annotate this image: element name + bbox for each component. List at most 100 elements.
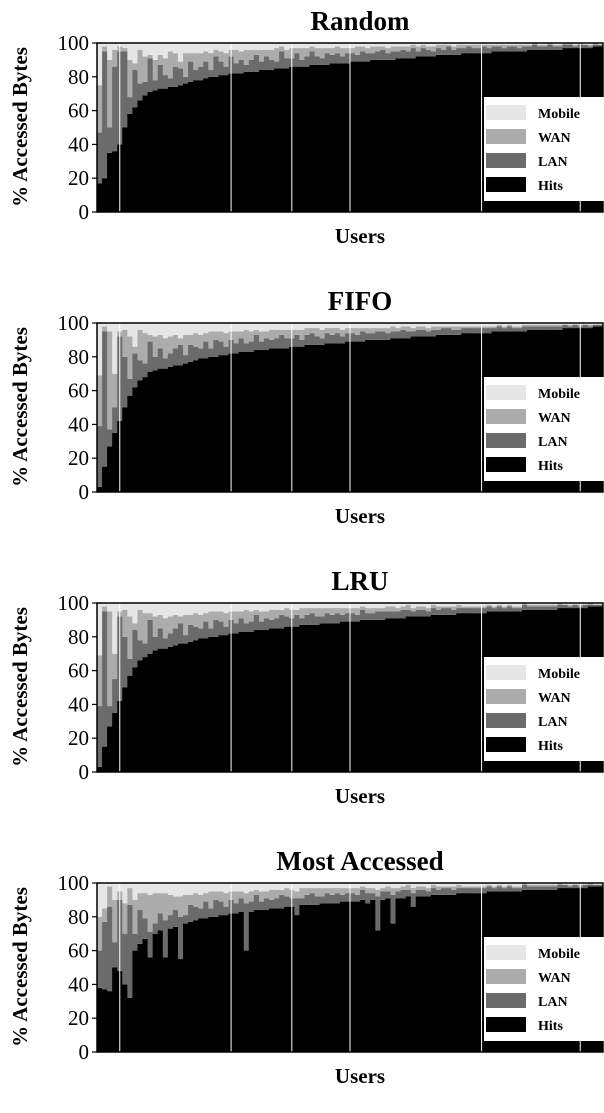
bar-segment-wan bbox=[309, 888, 315, 894]
bar-segment-hits bbox=[294, 66, 300, 212]
bar-segment-lan bbox=[122, 356, 128, 408]
bar-segment-mobile bbox=[309, 323, 315, 329]
bar-segment-lan bbox=[97, 132, 103, 184]
bar-segment-lan bbox=[127, 658, 133, 676]
bar-segment-lan bbox=[451, 49, 457, 55]
bar-segment-lan bbox=[597, 44, 604, 47]
bar-segment-mobile bbox=[436, 603, 442, 607]
bar-segment-wan bbox=[314, 608, 321, 617]
bar-segment-lan bbox=[137, 910, 143, 944]
bar-segment-wan bbox=[557, 603, 563, 605]
bar-segment-hits bbox=[350, 341, 356, 492]
bar-segment-lan bbox=[532, 326, 538, 330]
bar-segment-wan bbox=[385, 606, 391, 612]
bar-segment-mobile bbox=[375, 43, 381, 47]
bar-segment-mobile bbox=[567, 603, 574, 605]
bar-segment-wan bbox=[567, 324, 574, 327]
bar-segment-mobile bbox=[243, 323, 250, 330]
bar-segment-wan bbox=[425, 328, 432, 332]
bar-segment-lan bbox=[527, 46, 533, 50]
bar-segment-lan bbox=[527, 606, 533, 610]
bar-segment-mobile bbox=[436, 323, 442, 327]
bar-segment-mobile bbox=[248, 43, 255, 50]
bar-segment-mobile bbox=[562, 323, 568, 325]
bar-segment-hits bbox=[446, 54, 452, 212]
bar-segment-hits bbox=[380, 339, 386, 492]
bar-segment-wan bbox=[420, 44, 427, 49]
bar-segment-wan bbox=[395, 46, 401, 52]
bar-segment-lan bbox=[415, 51, 422, 57]
bar-segment-lan bbox=[350, 893, 356, 902]
bar-segment-lan bbox=[132, 353, 138, 388]
bar-segment-wan bbox=[263, 891, 270, 899]
bar-segment-lan bbox=[258, 341, 265, 351]
bar-segment-lan bbox=[516, 888, 523, 892]
bar-segment-mobile bbox=[137, 323, 143, 330]
bar-segment-mobile bbox=[446, 883, 452, 887]
bar-segment-mobile bbox=[198, 43, 204, 54]
bar-segment-wan bbox=[410, 888, 417, 894]
bar-segment-wan bbox=[481, 886, 488, 889]
bar-segment-mobile bbox=[476, 323, 482, 327]
bar-segment-wan bbox=[122, 609, 128, 637]
bar-segment-wan bbox=[294, 891, 300, 899]
bar-segment-hits bbox=[360, 341, 366, 492]
bar-segment-wan bbox=[193, 53, 199, 71]
bar-segment-mobile bbox=[112, 43, 118, 50]
bar-segment-hits bbox=[375, 619, 381, 772]
bar-segment-lan bbox=[198, 908, 204, 919]
bar-segment-lan bbox=[127, 904, 133, 998]
bar-segment-lan bbox=[405, 51, 412, 59]
bar-segment-wan bbox=[496, 44, 503, 47]
bar-segment-mobile bbox=[162, 43, 169, 59]
bar-segment-lan bbox=[587, 46, 594, 49]
bar-segment-mobile bbox=[213, 43, 219, 50]
bar-segment-lan bbox=[339, 56, 346, 64]
bar-segment-mobile bbox=[527, 43, 533, 45]
bar-segment-lan bbox=[299, 59, 305, 67]
bar-segment-mobile bbox=[253, 43, 260, 50]
bar-segment-wan bbox=[511, 326, 518, 329]
bar-segment-mobile bbox=[501, 883, 508, 887]
bar-segment-hits bbox=[360, 619, 366, 772]
bar-segment-hits bbox=[299, 66, 305, 212]
bar-segment-lan bbox=[547, 886, 553, 890]
bar-segment-lan bbox=[365, 893, 371, 904]
bar-segment-mobile bbox=[395, 883, 401, 889]
bar-segment-lan bbox=[132, 70, 138, 108]
bar-segment-mobile bbox=[537, 43, 543, 45]
bar-segment-lan bbox=[102, 51, 108, 179]
bar-segment-lan bbox=[537, 886, 543, 890]
bar-segment-wan bbox=[218, 611, 224, 622]
bar-segment-wan bbox=[157, 334, 164, 349]
bar-segment-wan bbox=[183, 614, 189, 636]
bar-segment-mobile bbox=[410, 323, 417, 329]
bar-segment-hits bbox=[112, 151, 118, 212]
bar-segment-mobile bbox=[481, 603, 488, 607]
bar-segment-wan bbox=[97, 85, 103, 133]
bar-segment-mobile bbox=[127, 883, 133, 889]
bar-segment-mobile bbox=[339, 43, 346, 49]
bar-segment-lan bbox=[253, 334, 260, 351]
bar-segment-wan bbox=[567, 604, 574, 607]
bar-segment-wan bbox=[567, 884, 574, 887]
bar-segment-hits bbox=[203, 918, 209, 1052]
bar-segment-mobile bbox=[274, 883, 280, 890]
bar-segment-mobile bbox=[365, 603, 371, 609]
bar-segment-lan bbox=[162, 920, 169, 958]
bar-segment-mobile bbox=[542, 43, 548, 45]
bar-segment-lan bbox=[339, 894, 346, 902]
bar-segment-lan bbox=[456, 888, 462, 894]
bar-segment-mobile bbox=[542, 323, 548, 325]
bar-segment-mobile bbox=[122, 603, 128, 610]
bar-segment-mobile bbox=[157, 883, 164, 894]
bar-segment-wan bbox=[238, 331, 245, 339]
bar-segment-hits bbox=[172, 86, 179, 212]
bar-segment-mobile bbox=[177, 603, 184, 617]
bar-segment-hits bbox=[380, 899, 386, 1052]
bar-segment-mobile bbox=[253, 323, 260, 330]
bar-segment-hits bbox=[375, 930, 381, 1052]
bar-segment-lan bbox=[172, 348, 179, 366]
bar-segment-wan bbox=[238, 891, 245, 899]
bar-segment-hits bbox=[284, 906, 290, 1052]
